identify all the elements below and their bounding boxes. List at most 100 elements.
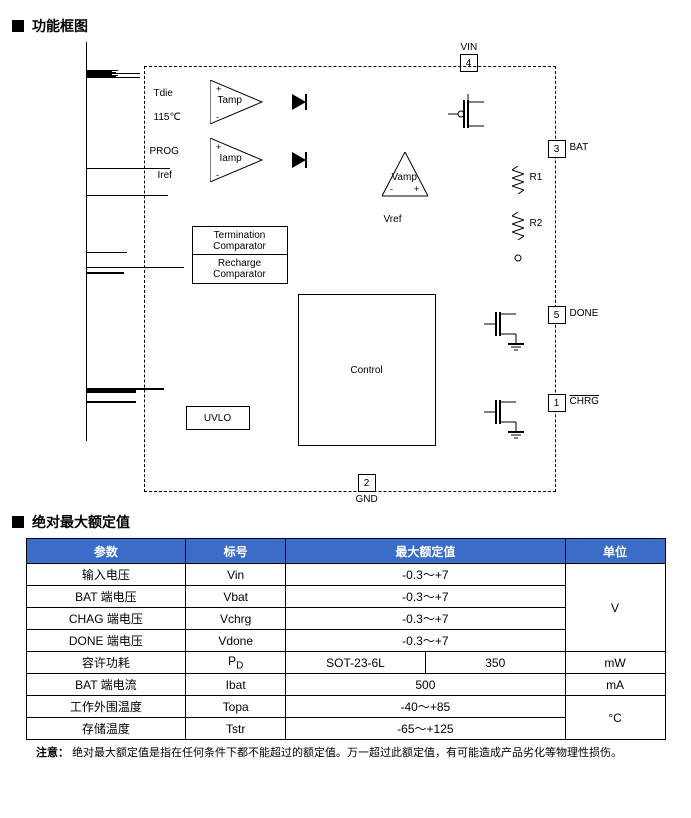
cell-unit: mW (565, 652, 665, 674)
cell-param: 输入电压 (26, 564, 186, 586)
cell-param: CHAG 端电压 (26, 608, 186, 630)
diode-icon (292, 94, 310, 110)
section-head-abs-max: 绝对最大额定值 (12, 512, 679, 532)
label-vamp: Vamp (392, 172, 417, 183)
svg-text:-: - (390, 184, 393, 194)
cell-max: -0.3～+7 (286, 586, 566, 608)
cell-max: -0.3～+7 (286, 564, 566, 586)
cell-symbol: Vdone (186, 630, 286, 652)
cell-param: 工作外围温度 (26, 696, 186, 718)
col-max: 最大额定值 (286, 539, 566, 564)
wire (86, 392, 136, 393)
label-done: DONE (570, 308, 599, 319)
cell-unit: mA (565, 674, 665, 696)
cell-max: -40～+85 (286, 696, 566, 718)
termination-comparator-block: Termination Comparator (192, 226, 288, 256)
ground-small-icon (510, 254, 526, 264)
ratings-table: 参数 标号 最大额定值 单位 输入电压 Vin -0.3～+7 V BAT 端电… (26, 538, 666, 740)
cell-max: -65～+125 (286, 718, 566, 740)
note-line: 注意： 绝对最大额定值是指在任何条件下都不能超过的额定值。万一超过此额定值，有可… (36, 744, 679, 760)
pin-1: 1 (548, 394, 566, 412)
label-iamp: Iamp (220, 153, 242, 164)
svg-text:+: + (216, 142, 221, 152)
table-row: 工作外围温度 Topa -40～+85 °C (26, 696, 665, 718)
wire (86, 393, 87, 401)
col-symbol: 标号 (186, 539, 286, 564)
wire (86, 411, 87, 441)
wire (86, 232, 87, 246)
cell-param: DONE 端电压 (26, 630, 186, 652)
table-row: BAT 端电流 Ibat 500 mA (26, 674, 665, 696)
section-title: 绝对最大额定值 (32, 512, 130, 532)
label-vref: Vref (384, 214, 402, 225)
wire (86, 77, 140, 78)
cell-max: -0.3～+7 (286, 630, 566, 652)
section-title: 功能框图 (32, 16, 88, 36)
cell-max-b: 350 (425, 652, 565, 674)
pin-5: 5 (548, 306, 566, 324)
cell-symbol: Ibat (186, 674, 286, 696)
square-bullet (12, 20, 24, 32)
wire (86, 403, 87, 411)
wire (86, 42, 87, 70)
wire (86, 173, 87, 195)
table-row: 容许功耗 PD SOT-23-6L 350 mW (26, 652, 665, 674)
pmos-icon (448, 94, 492, 138)
wire (86, 402, 136, 403)
wire (86, 196, 87, 214)
pin-3: 3 (548, 140, 566, 158)
label-r1: R1 (530, 172, 543, 183)
uvlo-block: UVLO (186, 406, 250, 430)
cell-symbol: PD (186, 652, 286, 674)
cell-symbol: Vchrg (186, 608, 286, 630)
table-header-row: 参数 标号 最大额定值 单位 (26, 539, 665, 564)
nmos-chrg-icon (484, 394, 528, 442)
section-head-block-diagram: 功能框图 (12, 16, 679, 36)
svg-text:+: + (216, 84, 221, 94)
cell-symbol: Tstr (186, 718, 286, 740)
wire (86, 328, 87, 388)
cell-max: -0.3～+7 (286, 608, 566, 630)
svg-text:+: + (414, 184, 419, 194)
label-115c: 115℃ (154, 112, 181, 123)
square-bullet (12, 516, 24, 528)
control-block: Control (298, 294, 436, 446)
cell-max-a: SOT-23-6L (286, 652, 426, 674)
recharge-comparator-block: Recharge Comparator (192, 254, 288, 284)
wire (86, 252, 127, 253)
label-tamp: Tamp (218, 95, 242, 106)
label-prog: PROG (150, 146, 179, 157)
note-text: 绝对最大额定值是指在任何条件下都不能超过的额定值。万一超过此额定值，有可能造成产… (72, 747, 622, 759)
cell-max: 500 (286, 674, 566, 696)
nmos-done-icon (484, 306, 528, 354)
label-vin: VIN (461, 42, 478, 53)
resistor-r1-icon (512, 166, 524, 194)
svg-text:-: - (216, 112, 219, 122)
cell-param: BAT 端电流 (26, 674, 186, 696)
cell-symbol: Topa (186, 696, 286, 718)
label-r2: R2 (530, 218, 543, 229)
col-param: 参数 (26, 539, 186, 564)
label-chrg: CHRG (570, 396, 599, 407)
wire (86, 273, 124, 274)
cell-param: BAT 端电压 (26, 586, 186, 608)
cell-param: 存储温度 (26, 718, 186, 740)
resistor-r2-icon (512, 212, 524, 240)
cell-symbol: Vin (186, 564, 286, 586)
cell-unit: °C (565, 696, 665, 740)
wire (86, 253, 87, 267)
pin-2: 2 (358, 474, 376, 492)
diode-icon (292, 152, 310, 168)
wire (86, 214, 87, 232)
label-gnd: GND (356, 494, 378, 505)
svg-text:-: - (216, 170, 219, 180)
label-bat: BAT (570, 142, 589, 153)
cell-param: 容许功耗 (26, 652, 186, 674)
table-row: 输入电压 Vin -0.3～+7 V (26, 564, 665, 586)
wire (86, 78, 87, 168)
label-iref: Iref (158, 170, 172, 181)
col-unit: 单位 (565, 539, 665, 564)
note-label: 注意： (36, 747, 69, 759)
label-tdie: Tdie (154, 88, 173, 99)
wire (86, 274, 87, 328)
